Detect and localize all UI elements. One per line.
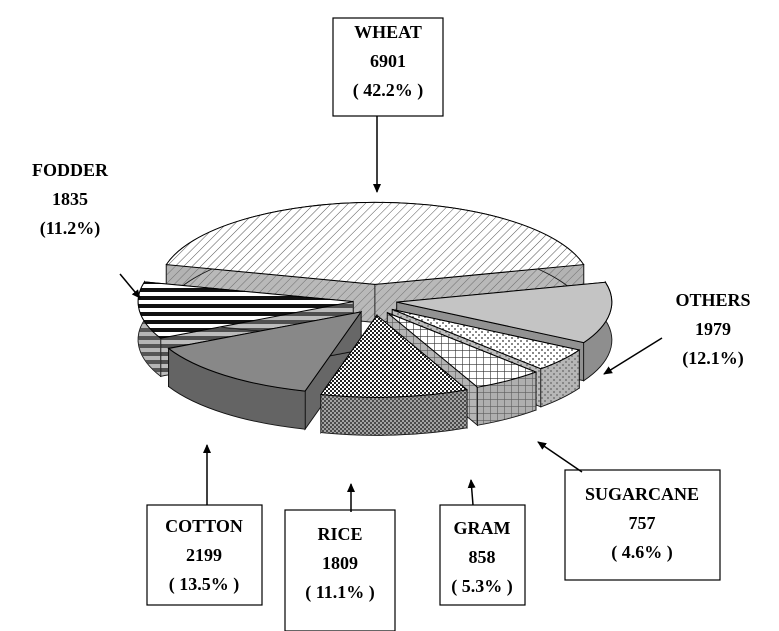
category-label: GRAM [454, 518, 511, 538]
category-label: OTHERS [675, 290, 750, 310]
slice-side-shade [168, 348, 306, 430]
percent-label: ( 11.1% ) [305, 582, 375, 603]
label-box [439, 504, 526, 606]
value-label: 858 [469, 547, 496, 567]
category-label: SUGARCANE [585, 484, 699, 504]
labels: WHEAT 6901 ( 42.2% ) OTHERS 1979 (12.1%) SUGAR… [32, 17, 751, 631]
value-label: 1809 [322, 553, 358, 573]
percent-label: (12.1%) [682, 348, 744, 369]
label-box [146, 504, 263, 606]
slice [167, 311, 363, 392]
slice [387, 312, 538, 388]
slice [165, 201, 585, 285]
callout-arrow [467, 479, 476, 506]
value-label: 1835 [52, 189, 88, 209]
slice-side-shade [320, 389, 467, 436]
pie [137, 201, 613, 436]
callout-arrow [119, 273, 141, 299]
percent-label: ( 4.6% ) [611, 542, 673, 563]
callout-arrow [537, 441, 583, 473]
callout-arrow [603, 337, 663, 375]
slice-side-shade [477, 372, 536, 426]
slice-side-shade [540, 350, 580, 407]
category-label: RICE [317, 524, 362, 544]
category-label: FODDER [32, 160, 109, 180]
value-label: 2199 [186, 545, 222, 565]
value-label: 6901 [370, 51, 406, 71]
category-label: WHEAT [354, 22, 422, 42]
slice [320, 314, 469, 398]
label-box [332, 17, 444, 117]
percent-label: (11.2%) [40, 218, 101, 239]
percent-label: ( 42.2% ) [353, 80, 424, 101]
label-box [564, 469, 721, 581]
value-label: 757 [629, 513, 656, 533]
label-box [284, 509, 396, 631]
slice [392, 308, 581, 370]
percent-label: ( 5.3% ) [451, 576, 513, 597]
slice [396, 281, 613, 344]
category-label: COTTON [165, 516, 243, 536]
percent-label: ( 13.5% ) [169, 574, 240, 595]
value-label: 1979 [695, 319, 731, 339]
slice [137, 281, 354, 339]
